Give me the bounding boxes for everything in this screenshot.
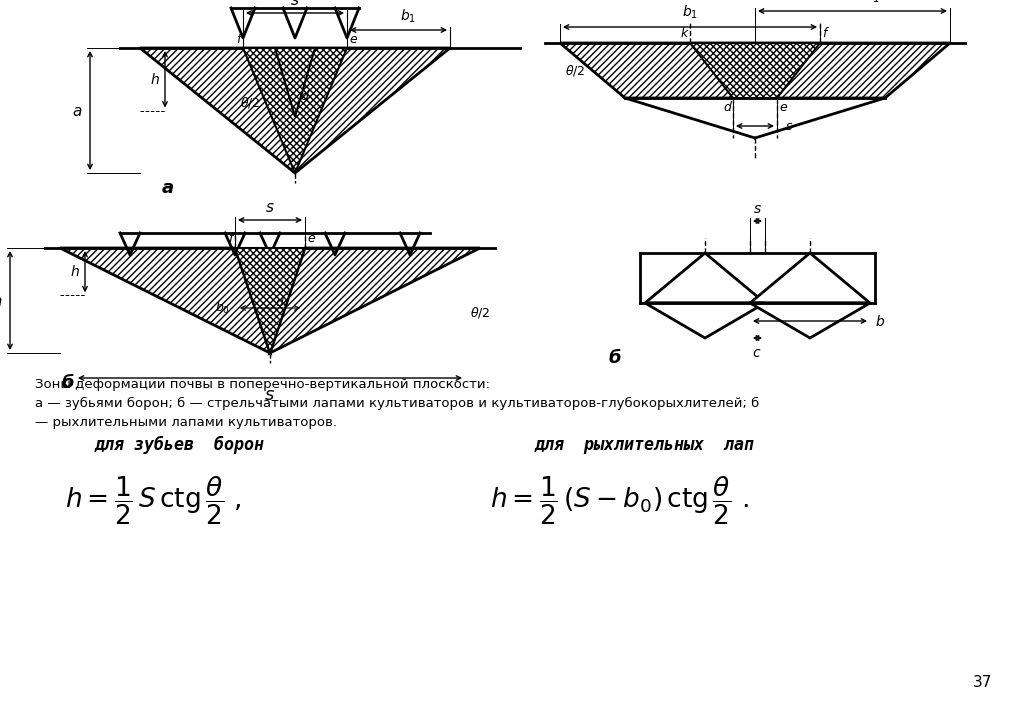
Text: k: k [681, 27, 688, 40]
Text: $s$: $s$ [264, 386, 275, 404]
Text: $b$: $b$ [874, 314, 885, 329]
Text: $c$: $c$ [753, 346, 762, 360]
Text: $\theta/2$: $\theta/2$ [565, 64, 585, 79]
Polygon shape [270, 248, 480, 353]
Text: 37: 37 [973, 675, 992, 690]
Polygon shape [645, 253, 765, 303]
Text: $\theta/2$: $\theta/2$ [470, 305, 490, 321]
Text: $h$: $h$ [151, 72, 160, 88]
Text: $h = \dfrac{1}{2}\, (S - b_0)\, \mathrm{ctg}\, \dfrac{\theta}{2}\ .$: $h = \dfrac{1}{2}\, (S - b_0)\, \mathrm{… [490, 475, 749, 527]
Text: d: d [723, 101, 731, 114]
Text: Зоны деформации почвы в поперечно-вертикальной плоскости:: Зоны деформации почвы в поперечно-вертик… [35, 378, 490, 391]
Text: $s$: $s$ [753, 202, 762, 216]
Text: f: f [822, 27, 826, 40]
Polygon shape [140, 48, 450, 173]
Polygon shape [60, 248, 270, 353]
Text: $a$: $a$ [72, 103, 82, 118]
Polygon shape [750, 253, 870, 303]
Text: e: e [349, 33, 356, 46]
Text: d: d [300, 90, 308, 103]
Text: $b_1$: $b_1$ [682, 4, 698, 21]
Text: а: а [162, 179, 174, 197]
Text: $a$: $a$ [0, 294, 2, 309]
Text: e: e [307, 232, 314, 245]
Text: $s$: $s$ [265, 200, 274, 215]
Text: для  рыхлительных  лап: для рыхлительных лап [535, 436, 755, 454]
Text: $h = \dfrac{1}{2}\, S\, \mathrm{ctg}\, \dfrac{\theta}{2}\ ,$: $h = \dfrac{1}{2}\, S\, \mathrm{ctg}\, \… [65, 475, 242, 527]
Text: для зубьев  борон: для зубьев борон [95, 436, 265, 454]
Text: $\theta/2$: $\theta/2$ [240, 96, 260, 110]
Polygon shape [243, 48, 347, 173]
Polygon shape [750, 303, 870, 338]
Polygon shape [560, 43, 950, 98]
Text: б: б [608, 349, 622, 367]
Polygon shape [690, 43, 820, 98]
Text: $s$: $s$ [290, 0, 300, 8]
Polygon shape [275, 48, 315, 117]
Text: $s$: $s$ [785, 120, 794, 132]
Text: б: б [61, 374, 75, 392]
Text: $h$: $h$ [70, 265, 80, 280]
Polygon shape [645, 303, 765, 338]
Text: — рыхлительными лапами культиваторов.: — рыхлительными лапами культиваторов. [35, 416, 337, 429]
Text: f: f [237, 33, 241, 46]
Text: $b_0$: $b_0$ [215, 300, 230, 316]
Text: e: e [779, 101, 786, 114]
Polygon shape [234, 248, 305, 353]
Text: а — зубьями борон; б — стрельчатыми лапами культиваторов и культиваторов-глубоко: а — зубьями борон; б — стрельчатыми лапа… [35, 397, 759, 410]
Text: f: f [228, 232, 233, 245]
Text: $b_1$: $b_1$ [864, 0, 880, 5]
Text: d: d [275, 297, 283, 309]
Text: $b_1$: $b_1$ [400, 8, 416, 25]
